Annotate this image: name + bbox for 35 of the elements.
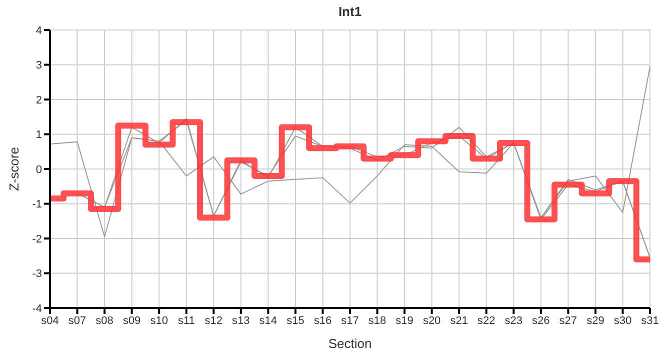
x-tick-label: s27: [559, 314, 578, 327]
x-tick-label: s04: [41, 314, 59, 327]
x-tick-label: s22: [477, 314, 496, 327]
x-tick-label: s09: [122, 314, 141, 327]
x-tick-label: s19: [396, 314, 414, 327]
y-tick-label: -1: [32, 198, 42, 211]
chart-title: Int1: [337, 4, 363, 19]
x-tick-label: s23: [504, 314, 523, 327]
y-axis-title: Z-score: [6, 146, 22, 192]
x-tick-label: s12: [204, 314, 223, 327]
y-tick-label: -4: [32, 302, 42, 315]
x-tick-label: s14: [259, 314, 278, 327]
y-tick-label: -2: [32, 233, 42, 246]
y-tick-label: 1: [36, 129, 42, 142]
x-tick-label: s29: [586, 314, 604, 327]
x-tick-label: s11: [178, 314, 195, 327]
x-tick-label: s17: [341, 314, 359, 327]
y-tick-label: -3: [32, 268, 42, 280]
x-tick-label: s07: [68, 314, 86, 327]
x-tick-label: s31: [641, 314, 659, 327]
y-tick-label: 3: [36, 60, 42, 72]
x-tick-label: s21: [450, 314, 468, 327]
x-tick-label: s16: [314, 314, 332, 327]
x-tick-label: s30: [614, 314, 632, 327]
x-axis-title: Section: [328, 336, 372, 351]
x-tick-label: s08: [96, 314, 114, 327]
x-tick-label: s26: [532, 314, 550, 327]
x-tick-label: s13: [232, 314, 250, 327]
x-tick-label: s18: [368, 314, 386, 327]
y-tick-label: 0: [36, 164, 42, 176]
x-tick-label: s15: [286, 314, 304, 327]
y-tick-label: 2: [36, 94, 42, 106]
x-tick-label: s10: [150, 314, 168, 327]
x-tick-label: s20: [422, 314, 441, 327]
y-tick-label: 4: [36, 24, 42, 37]
